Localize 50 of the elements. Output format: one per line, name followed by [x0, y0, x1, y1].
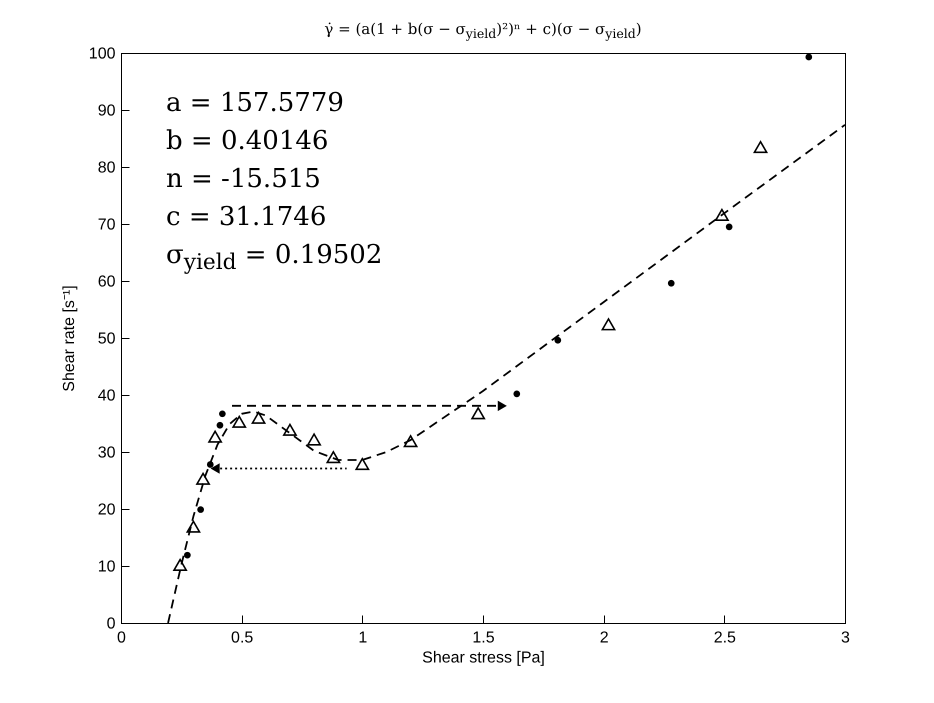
point — [184, 552, 191, 559]
point — [754, 140, 768, 154]
point — [196, 472, 210, 485]
point — [355, 458, 370, 470]
point — [219, 410, 226, 418]
x-axis-title: Shear stress [Pa] — [422, 650, 545, 666]
point — [307, 433, 321, 446]
annotation: n = -15.515 — [166, 163, 322, 196]
point — [554, 336, 562, 344]
annotation: a = 157.5779 — [166, 87, 345, 120]
y-tick-label: 60 — [98, 274, 116, 290]
annotation: σ$_{yield}$ = 0.19502 — [166, 239, 382, 278]
y-tick-label: 80 — [98, 160, 116, 176]
y-axis-title: Shear rate [s⁻¹] — [60, 285, 78, 392]
y-tick-label: 50 — [98, 330, 116, 348]
annotation: c = 31.1746 — [166, 201, 328, 234]
x-tick-label: 2 — [600, 630, 609, 646]
x-tick-label: 2.5 — [714, 630, 736, 646]
point — [232, 416, 246, 428]
point — [208, 430, 222, 443]
point — [471, 407, 486, 420]
y-tick-label: 10 — [98, 558, 116, 576]
y-tick-label: 70 — [98, 216, 116, 234]
point — [197, 506, 204, 513]
point — [602, 318, 616, 330]
chart-title: γ̇ = (a(1 + b(σ − σ$_{yield}$)²)ⁿ + c)(σ − σ$_{yield}$) — [323, 20, 643, 41]
y-tick-label: 20 — [98, 502, 116, 518]
y-tick-label: 30 — [98, 444, 116, 462]
x-tick-label: 1.5 — [472, 630, 495, 646]
point — [186, 520, 200, 533]
point — [714, 208, 729, 221]
y-tick-label: 40 — [98, 388, 116, 404]
point — [404, 435, 418, 448]
x-tick-label: 0 — [117, 630, 126, 646]
x-tick-label: 0.5 — [231, 630, 254, 646]
point — [805, 54, 812, 60]
x-tick-label: 1 — [358, 630, 368, 646]
point — [216, 422, 224, 429]
point — [283, 424, 297, 436]
point — [668, 280, 675, 287]
point — [326, 451, 340, 464]
y-tick-label: 100 — [88, 46, 116, 62]
point — [252, 412, 266, 424]
x-tick-label: 3 — [841, 630, 850, 646]
point — [726, 224, 733, 230]
y-tick-label: 90 — [98, 102, 116, 120]
point — [173, 558, 188, 571]
y-tick-label: 0 — [106, 616, 116, 632]
point — [513, 390, 520, 398]
annotation: b = 0.40146 — [166, 125, 330, 158]
